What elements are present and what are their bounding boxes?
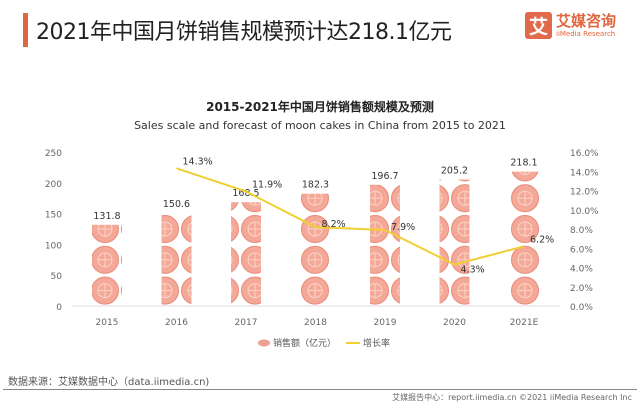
y-tick-label: 0 [56, 303, 62, 313]
y2-tick-label: 8.0% [570, 226, 593, 236]
legend-bar-swatch [258, 339, 270, 347]
x-tick-label: 2020 [443, 318, 466, 328]
data-source: 数据来源：艾媒数据中心（data.iimedia.cn) [8, 377, 210, 388]
bar-value-label: 218.1 [510, 158, 537, 169]
y-tick-label: 100 [45, 241, 62, 251]
x-tick-label: 2017 [235, 318, 258, 328]
footer-credit: 艾媒报告中心：report.iimedia.cn ©2021 iiMedia R… [392, 393, 632, 402]
legend-line-label: 增长率 [363, 337, 390, 349]
line-value-label: 11.9% [252, 179, 282, 190]
bar-value-label: 131.8 [93, 211, 120, 222]
bar-mooncake-stack [439, 179, 470, 306]
bar-mooncake-stack [300, 193, 331, 306]
logo: 艾 艾媒咨询 iiMedia Research [525, 12, 616, 39]
x-tick-label: 2015 [96, 318, 119, 328]
bar-mooncake-stack [509, 171, 539, 306]
line-value-label: 6.2% [530, 234, 554, 245]
chart-title: 2015-2021年中国月饼销售额规模及预测 [206, 100, 434, 114]
logo-en: iiMedia Research [556, 29, 616, 38]
bar-value-label: 182.3 [302, 180, 329, 191]
y2-tick-label: 14.0% [570, 168, 599, 178]
x-tick-label: 2016 [165, 318, 188, 328]
line-value-label: 7.9% [391, 222, 415, 233]
line-value-label: 14.3% [183, 156, 213, 167]
y-tick-label: 200 [45, 180, 62, 190]
bar-mooncake-stack [231, 202, 261, 306]
y2-tick-label: 10.0% [570, 207, 599, 217]
bar-mooncake-stack [161, 213, 192, 306]
y2-tick-label: 6.0% [570, 245, 593, 255]
page-title: 2021年中国月饼销售规模预计达218.1亿元 [36, 20, 452, 45]
bar-value-label: 205.2 [441, 166, 468, 177]
x-tick-label: 2019 [374, 318, 397, 328]
y-tick-label: 150 [45, 211, 62, 221]
bar-value-label: 196.7 [371, 171, 398, 182]
x-tick-label: 2018 [304, 318, 327, 328]
line-value-label: 4.3% [461, 265, 485, 276]
growth-rate-line [176, 167, 525, 266]
x-tick-label: 2021E [510, 318, 539, 328]
bar-value-label: 168.5 [232, 188, 259, 199]
y2-tick-label: 12.0% [570, 188, 599, 198]
logo-mark: 艾 [525, 12, 552, 39]
logo-cn: 艾媒咨询 [556, 11, 617, 30]
bar-mooncake-stack [92, 224, 122, 306]
bar-mooncake-stack [370, 184, 400, 306]
bar-value-label: 150.6 [163, 199, 190, 210]
y-tick-label: 250 [45, 149, 62, 159]
title-accent-bar [23, 13, 28, 47]
y2-tick-label: 2.0% [570, 284, 593, 294]
footer-divider [3, 389, 637, 390]
line-value-label: 8.2% [322, 219, 346, 230]
y2-tick-label: 0.0% [570, 303, 593, 313]
legend-bar-label: 销售额（亿元） [273, 337, 336, 349]
y2-tick-label: 16.0% [570, 149, 599, 159]
y-tick-label: 50 [51, 272, 63, 282]
y2-tick-label: 4.0% [570, 265, 593, 275]
chart-subtitle: Sales scale and forecast of moon cakes i… [134, 119, 506, 132]
